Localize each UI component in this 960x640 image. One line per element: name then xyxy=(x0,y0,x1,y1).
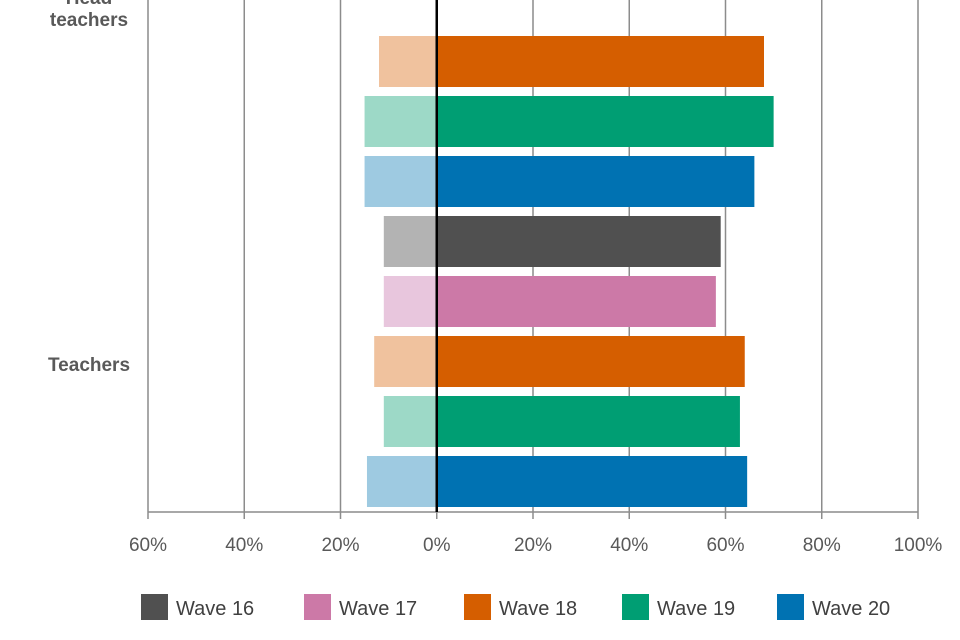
bar-head-teachers-wave-19-positive xyxy=(436,96,774,147)
group-label-teachers: Teachers xyxy=(48,355,130,376)
x-tick-label: 40% xyxy=(225,535,263,556)
legend-label-wave-20: Wave 20 xyxy=(812,598,890,620)
bar-teachers-wave-17-positive xyxy=(436,276,716,327)
legend: Wave 16 Wave 17 Wave 18 Wave 19 Wave 20 xyxy=(141,594,890,620)
legend-swatch-wave-17 xyxy=(304,594,331,620)
group-label-line: teachers xyxy=(50,10,128,31)
x-tick-label: 100% xyxy=(894,535,943,556)
bar-head-teachers-wave-20-positive xyxy=(436,156,755,207)
x-tick-labels: 60% 40% 20% 0% 20% 40% 60% 80% 100% xyxy=(129,535,942,556)
bar-head-teachers-wave-19-negative xyxy=(364,96,437,147)
group-label-head-teachers: Headteachers xyxy=(50,0,128,31)
group-label-line: Head xyxy=(66,0,112,9)
legend-label-wave-18: Wave 18 xyxy=(499,598,577,620)
x-tick-label: 0% xyxy=(423,535,451,556)
bar-teachers-wave-16-positive xyxy=(436,216,721,267)
group-label-line: Teachers xyxy=(48,355,130,376)
legend-label-wave-16: Wave 16 xyxy=(176,598,254,620)
bar-teachers-wave-18-positive xyxy=(436,336,745,387)
x-tick-label: 40% xyxy=(610,535,648,556)
x-tick-label: 20% xyxy=(514,535,552,556)
legend-label-wave-19: Wave 19 xyxy=(657,598,735,620)
bar-teachers-wave-16-negative xyxy=(383,216,437,267)
legend-swatch-wave-18 xyxy=(464,594,491,620)
x-tick-label: 20% xyxy=(321,535,359,556)
legend-swatch-wave-20 xyxy=(777,594,804,620)
bar-teachers-wave-17-negative xyxy=(383,276,437,327)
bar-head-teachers-wave-18-negative xyxy=(379,36,437,87)
bar-teachers-wave-20-negative xyxy=(366,456,437,507)
legend-label-wave-17: Wave 17 xyxy=(339,598,417,620)
axes xyxy=(147,0,919,519)
bar-head-teachers-wave-20-negative xyxy=(364,156,437,207)
bar-teachers-wave-18-negative xyxy=(374,336,437,387)
bar-teachers-wave-20-positive xyxy=(436,456,748,507)
bar-head-teachers-wave-18-positive xyxy=(436,36,764,87)
legend-swatch-wave-16 xyxy=(141,594,168,620)
legend-swatch-wave-19 xyxy=(622,594,649,620)
bar-teachers-wave-19-negative xyxy=(383,396,437,447)
group-labels: Headteachers Teachers xyxy=(48,0,130,376)
x-tick-label: 60% xyxy=(706,535,744,556)
x-tick-label: 80% xyxy=(803,535,841,556)
bar-teachers-wave-19-positive xyxy=(436,396,740,447)
x-tick-label: 60% xyxy=(129,535,167,556)
bars xyxy=(364,36,774,507)
